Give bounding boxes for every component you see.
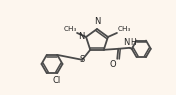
Text: Cl: Cl	[52, 76, 60, 85]
Text: O: O	[110, 60, 116, 69]
Text: CH₃: CH₃	[117, 26, 131, 32]
Text: N: N	[94, 17, 100, 27]
Text: N: N	[123, 38, 129, 47]
Text: CH₃: CH₃	[63, 26, 77, 32]
Text: N: N	[78, 32, 84, 41]
Text: H: H	[130, 38, 136, 47]
Text: S: S	[80, 55, 85, 64]
